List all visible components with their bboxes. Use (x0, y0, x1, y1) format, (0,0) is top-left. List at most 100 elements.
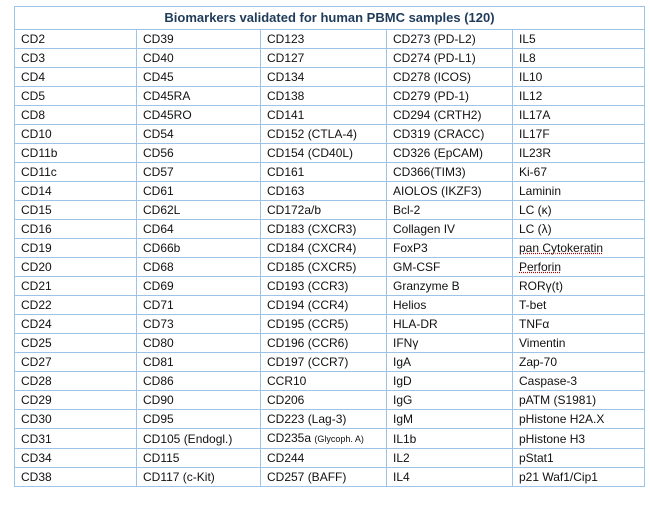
biomarker-cell: CD64 (136, 219, 261, 239)
biomarker-cell: IL17A (512, 105, 645, 125)
biomarker-cell: CD10 (14, 124, 137, 144)
biomarker-cell: CD80 (136, 333, 261, 353)
biomarker-cell: IL2 (386, 448, 513, 468)
biomarker-cell: CD16 (14, 219, 137, 239)
biomarker-cell: CD196 (CCR6) (260, 333, 387, 353)
biomarker-cell: IgG (386, 390, 513, 410)
table-row: CD29 CD90 CD206 IgG pATM (S1981) (14, 390, 645, 410)
biomarker-table-container: Biomarkers validated for human PBMC samp… (14, 6, 645, 487)
biomarker-cell: Caspase-3 (512, 371, 645, 391)
biomarker-cell: Collagen IV (386, 219, 513, 239)
biomarker-cell: CD40 (136, 48, 261, 68)
biomarker-cell: Laminin (512, 181, 645, 201)
biomarker-cell: CD279 (PD-1) (386, 86, 513, 106)
biomarker-cell: CD90 (136, 390, 261, 410)
biomarker-cell: CD366(TIM3) (386, 162, 513, 182)
biomarker-cell: CD123 (260, 29, 387, 49)
biomarker-cell: CD195 (CCR5) (260, 314, 387, 334)
biomarker-cell: CD161 (260, 162, 387, 182)
table-row: CD38 CD117 (c-Kit) CD257 (BAFF) IL4 p21 Waf1… (14, 467, 645, 487)
table-row: CD27 CD81 CD197 (CCR7) IgA Zap-70 (14, 352, 645, 372)
table-row: CD4 CD45 CD134 CD278 (ICOS) IL10 (14, 67, 645, 87)
biomarker-cell: IL1b (386, 428, 513, 449)
biomarker-cell: CD34 (14, 448, 137, 468)
biomarker-cell: CD28 (14, 371, 137, 391)
biomarker-cell: CD185 (CXCR5) (260, 257, 387, 277)
biomarker-cell: CD138 (260, 86, 387, 106)
biomarker-cell: CD27 (14, 352, 137, 372)
biomarker-cell: IL10 (512, 67, 645, 87)
biomarker-cell: CD71 (136, 295, 261, 315)
biomarker-cell: IL23R (512, 143, 645, 163)
biomarker-cell: CD184 (CXCR4) (260, 238, 387, 258)
biomarker-cell-note: (Glycoph. A) (314, 434, 364, 444)
biomarker-cell: CD45RA (136, 86, 261, 106)
biomarker-cell: AIOLOS (IKZF3) (386, 181, 513, 201)
biomarker-cell: Helios (386, 295, 513, 315)
table-row: CD19 CD66b CD184 (CXCR4) FoxP3 pan Cytokerat… (14, 238, 645, 258)
table-row: CD22 CD71 CD194 (CCR4) Helios T-bet (14, 295, 645, 315)
biomarker-cell: CD24 (14, 314, 137, 334)
biomarker-cell: CD86 (136, 371, 261, 391)
table-row: CD30 CD95 CD223 (Lag-3) IgM pHistone H2A.X (14, 409, 645, 429)
biomarker-cell: CD21 (14, 276, 137, 296)
biomarker-table: Biomarkers validated for human PBMC samp… (14, 6, 645, 487)
biomarker-cell: CD194 (CCR4) (260, 295, 387, 315)
biomarker-cell: CD45RO (136, 105, 261, 125)
biomarker-cell: IL17F (512, 124, 645, 144)
table-row: CD15 CD62L CD172a/b Bcl-2 LC (κ) (14, 200, 645, 220)
biomarker-cell: CD11b (14, 143, 137, 163)
biomarker-cell: CD154 (CD40L) (260, 143, 387, 163)
biomarker-cell: pATM (S1981) (512, 390, 645, 410)
biomarker-cell: CD278 (ICOS) (386, 67, 513, 87)
biomarker-cell: T-bet (512, 295, 645, 315)
biomarker-cell: pan Cytokeratin (512, 238, 645, 258)
biomarker-cell: pHistone H2A.X (512, 409, 645, 429)
biomarker-cell: IgA (386, 352, 513, 372)
table-row: CD11b CD56 CD154 (CD40L) CD326 (EpCAM) IL23R (14, 143, 645, 163)
biomarker-cell: pHistone H3 (512, 428, 645, 449)
biomarker-cell: CD105 (Endogl.) (136, 428, 261, 449)
biomarker-cell: CD62L (136, 200, 261, 220)
table-row: CD3 CD40 CD127 CD274 (PD-L1) IL8 (14, 48, 645, 68)
biomarker-cell: CD81 (136, 352, 261, 372)
biomarker-cell: CD30 (14, 409, 137, 429)
table-row: CD25 CD80 CD196 (CCR6) IFNγ Vimentin (14, 333, 645, 353)
biomarker-cell: CD15 (14, 200, 137, 220)
biomarker-cell: p21 Waf1/Cip1 (512, 467, 645, 487)
biomarker-cell: HLA-DR (386, 314, 513, 334)
biomarker-cell: Bcl-2 (386, 200, 513, 220)
table-row: CD8 CD45RO CD141 CD294 (CRTH2) IL17A (14, 105, 645, 125)
table-row: CD21 CD69 CD193 (CCR3) Granzyme B RORγ(t) (14, 276, 645, 296)
biomarker-cell: TNFα (512, 314, 645, 334)
biomarker-cell: CD11c (14, 162, 137, 182)
table-row: CD10 CD54 CD152 (CTLA-4) CD319 (CRACC) IL17F (14, 124, 645, 144)
biomarker-cell: IgM (386, 409, 513, 429)
biomarker-cell: CD69 (136, 276, 261, 296)
table-row: CD5 CD45RA CD138 CD279 (PD-1) IL12 (14, 86, 645, 106)
biomarker-cell: RORγ(t) (512, 276, 645, 296)
biomarker-cell: CD326 (EpCAM) (386, 143, 513, 163)
table-row: CD11c CD57 CD161 CD366(TIM3) Ki-67 (14, 162, 645, 182)
biomarker-cell: CD141 (260, 105, 387, 125)
biomarker-cell: CD235a (Glycoph. A) (260, 428, 387, 449)
biomarker-cell: CD20 (14, 257, 137, 277)
biomarker-cell: CD244 (260, 448, 387, 468)
table-row: CD2 CD39 CD123 CD273 (PD-L2) IL5 (14, 29, 645, 49)
biomarker-cell: Zap-70 (512, 352, 645, 372)
biomarker-cell: FoxP3 (386, 238, 513, 258)
biomarker-cell: IL5 (512, 29, 645, 49)
biomarker-cell: CD95 (136, 409, 261, 429)
table-body: CD2 CD39 CD123 CD273 (PD-L2) IL5 CD3 CD40 CD127… (14, 29, 645, 487)
biomarker-cell: CD127 (260, 48, 387, 68)
table-title: Biomarkers validated for human PBMC samp… (14, 6, 645, 30)
biomarker-cell: CD45 (136, 67, 261, 87)
biomarker-cell: Vimentin (512, 333, 645, 353)
biomarker-cell: CD68 (136, 257, 261, 277)
biomarker-cell: CD57 (136, 162, 261, 182)
table-row: CD28 CD86 CCR10 IgD Caspase-3 (14, 371, 645, 391)
biomarker-cell: CD257 (BAFF) (260, 467, 387, 487)
biomarker-cell: CD29 (14, 390, 137, 410)
biomarker-cell: CD172a/b (260, 200, 387, 220)
biomarker-cell: CD14 (14, 181, 137, 201)
